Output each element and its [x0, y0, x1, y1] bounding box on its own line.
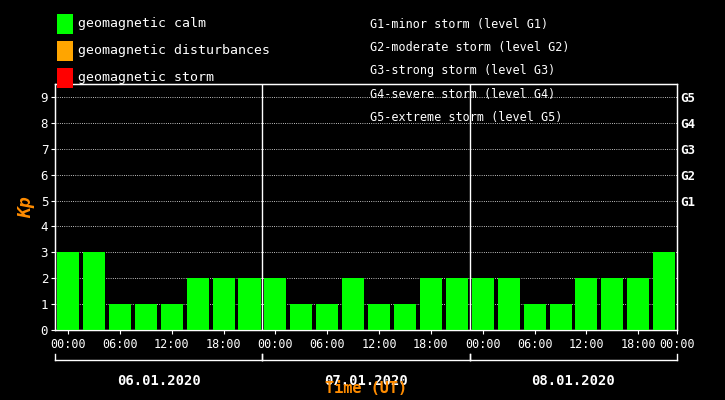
Bar	[394, 304, 416, 330]
Text: 06.01.2020: 06.01.2020	[117, 374, 201, 388]
Text: 07.01.2020: 07.01.2020	[324, 374, 408, 388]
Bar	[653, 252, 675, 330]
Text: geomagnetic calm: geomagnetic calm	[78, 18, 207, 30]
Bar	[550, 304, 571, 330]
Text: G5-extreme storm (level G5): G5-extreme storm (level G5)	[370, 111, 562, 124]
Text: 08.01.2020: 08.01.2020	[531, 374, 616, 388]
Bar	[497, 278, 520, 330]
Bar	[57, 252, 79, 330]
Bar	[420, 278, 442, 330]
Bar	[212, 278, 235, 330]
Text: G3-strong storm (level G3): G3-strong storm (level G3)	[370, 64, 555, 78]
Bar	[239, 278, 260, 330]
Bar	[523, 304, 546, 330]
Bar	[627, 278, 650, 330]
Bar	[342, 278, 364, 330]
Text: G4-severe storm (level G4): G4-severe storm (level G4)	[370, 88, 555, 101]
Bar	[290, 304, 312, 330]
Bar	[265, 278, 286, 330]
Bar	[576, 278, 597, 330]
Text: Time (UT): Time (UT)	[325, 381, 407, 396]
Bar	[601, 278, 624, 330]
Bar	[161, 304, 183, 330]
Text: geomagnetic disturbances: geomagnetic disturbances	[78, 44, 270, 57]
Bar	[368, 304, 390, 330]
Bar	[83, 252, 105, 330]
Bar	[186, 278, 209, 330]
Text: G2-moderate storm (level G2): G2-moderate storm (level G2)	[370, 41, 569, 54]
Bar	[109, 304, 131, 330]
Bar	[446, 278, 468, 330]
Bar	[316, 304, 339, 330]
Bar	[135, 304, 157, 330]
Bar	[472, 278, 494, 330]
Text: G1-minor storm (level G1): G1-minor storm (level G1)	[370, 18, 548, 31]
Text: geomagnetic storm: geomagnetic storm	[78, 71, 215, 84]
Y-axis label: Kp: Kp	[17, 196, 35, 218]
